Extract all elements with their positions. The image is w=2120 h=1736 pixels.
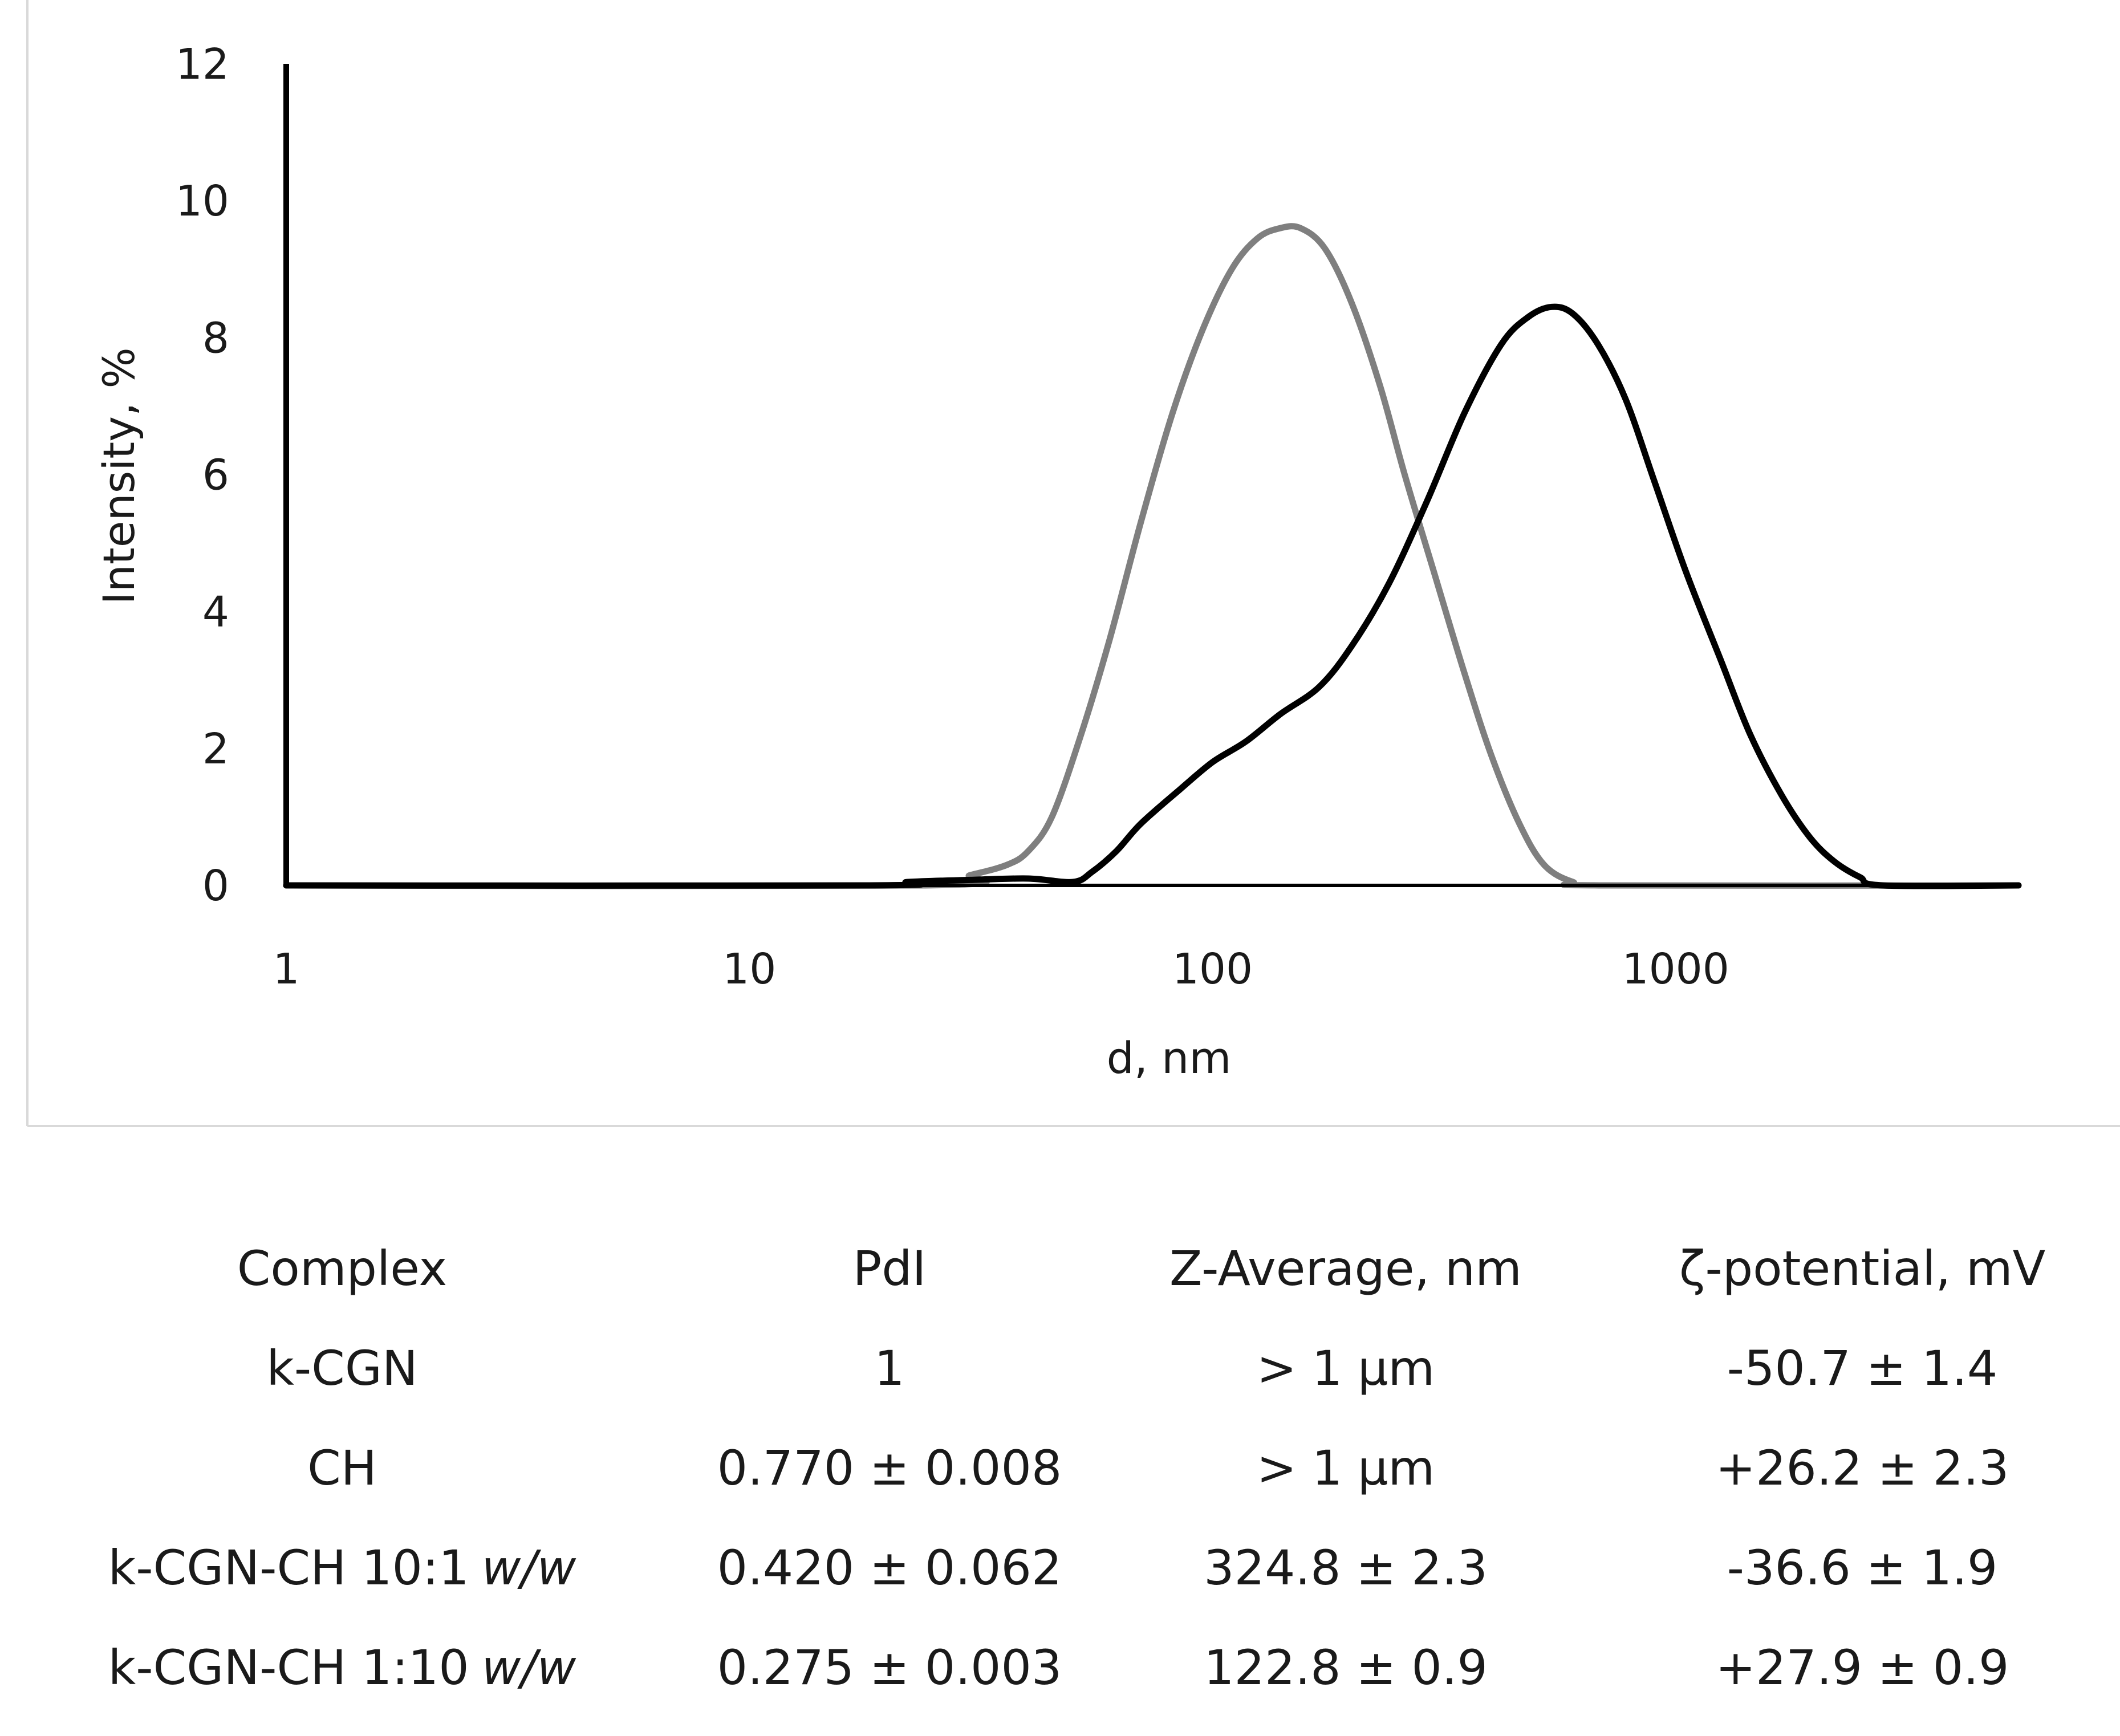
header-z-average: Z-Average, nm — [1169, 1241, 1522, 1296]
series-line-k-cgn-ch-1-10 — [283, 223, 2022, 889]
x-tick-label: 1000 — [1622, 945, 1729, 994]
y-tick-label: 0 — [202, 861, 229, 910]
table-row: k-CGN-CH 1:10 w/w 0.275 ± 0.003 122.8 ± 0… — [34, 1636, 2087, 1736]
cell-complex: k-CGN-CH 10:1 w/w — [108, 1536, 576, 1599]
cell-z-average: 122.8 ± 0.9 — [1204, 1640, 1488, 1696]
x-tick-label: 1 — [273, 945, 299, 994]
y-tick-label: 12 — [176, 40, 229, 89]
chart: 0 2 4 6 8 10 12 1 10 100 1000 d, nm Intensity, % — [26, 0, 2120, 1127]
y-tick-label: 2 — [202, 725, 229, 774]
cell-complex: CH — [307, 1437, 377, 1499]
y-tick-label: 4 — [202, 588, 229, 637]
cell-z-average: > 1 μm — [1256, 1440, 1435, 1496]
header-zeta-potential: ζ-potential, mV — [1679, 1241, 2046, 1296]
y-tick-label: 6 — [202, 451, 229, 500]
complex-name: k-CGN-CH 1:10 — [108, 1640, 469, 1696]
y-axis-ticks: 0 2 4 6 8 10 12 — [176, 40, 229, 910]
cell-z-average: 324.8 ± 2.3 — [1204, 1540, 1488, 1596]
x-tick-label: 10 — [722, 945, 776, 994]
cell-complex: k-CGN-CH 1:10 w/w — [108, 1636, 576, 1699]
series-layer — [283, 223, 2022, 889]
x-axis-title: d, nm — [1107, 1032, 1232, 1083]
table-row: k-CGN 1 > 1 μm -50.7 ± 1.4 — [34, 1337, 2087, 1437]
cell-zeta-potential: +27.9 ± 0.9 — [1715, 1640, 2009, 1696]
complex-name: CH — [307, 1440, 377, 1496]
cell-zeta-potential: +26.2 ± 2.3 — [1715, 1440, 2009, 1496]
y-axis-title: Intensity, % — [94, 347, 144, 604]
header-pdi: PdI — [852, 1241, 927, 1296]
table-row: k-CGN-CH 10:1 w/w 0.420 ± 0.062 324.8 ± 2… — [34, 1536, 2087, 1636]
x-axis-ticks: 1 10 100 1000 — [273, 945, 1729, 994]
cell-z-average: > 1 μm — [1256, 1340, 1435, 1396]
header-complex: Complex — [237, 1241, 448, 1296]
complex-ratio-unit: w/w — [481, 1640, 576, 1696]
cell-pdi: 0.275 ± 0.003 — [717, 1640, 1062, 1696]
table-row: CH 0.770 ± 0.008 > 1 μm +26.2 ± 2.3 — [34, 1437, 2087, 1536]
complex-ratio-unit: w/w — [481, 1540, 576, 1596]
table-header-row: Complex PdI Z-Average, nm ζ-potential, m… — [34, 1237, 2087, 1337]
cell-complex: k-CGN — [266, 1337, 418, 1400]
complex-name: k-CGN-CH 10:1 — [108, 1540, 469, 1596]
cell-pdi: 1 — [874, 1340, 905, 1396]
cell-zeta-potential: -50.7 ± 1.4 — [1727, 1340, 1998, 1396]
cell-zeta-potential: -36.6 ± 1.9 — [1727, 1540, 1998, 1596]
cell-pdi: 0.770 ± 0.008 — [717, 1440, 1062, 1496]
series-line-k-cgn-ch-10-1 — [283, 303, 2022, 889]
cell-pdi: 0.420 ± 0.062 — [717, 1540, 1062, 1596]
y-tick-label: 10 — [176, 177, 229, 226]
y-tick-label: 8 — [202, 314, 229, 363]
results-table: Complex PdI Z-Average, nm ζ-potential, m… — [34, 1237, 2087, 1736]
x-tick-label: 100 — [1172, 945, 1253, 994]
complex-name: k-CGN — [266, 1340, 418, 1396]
